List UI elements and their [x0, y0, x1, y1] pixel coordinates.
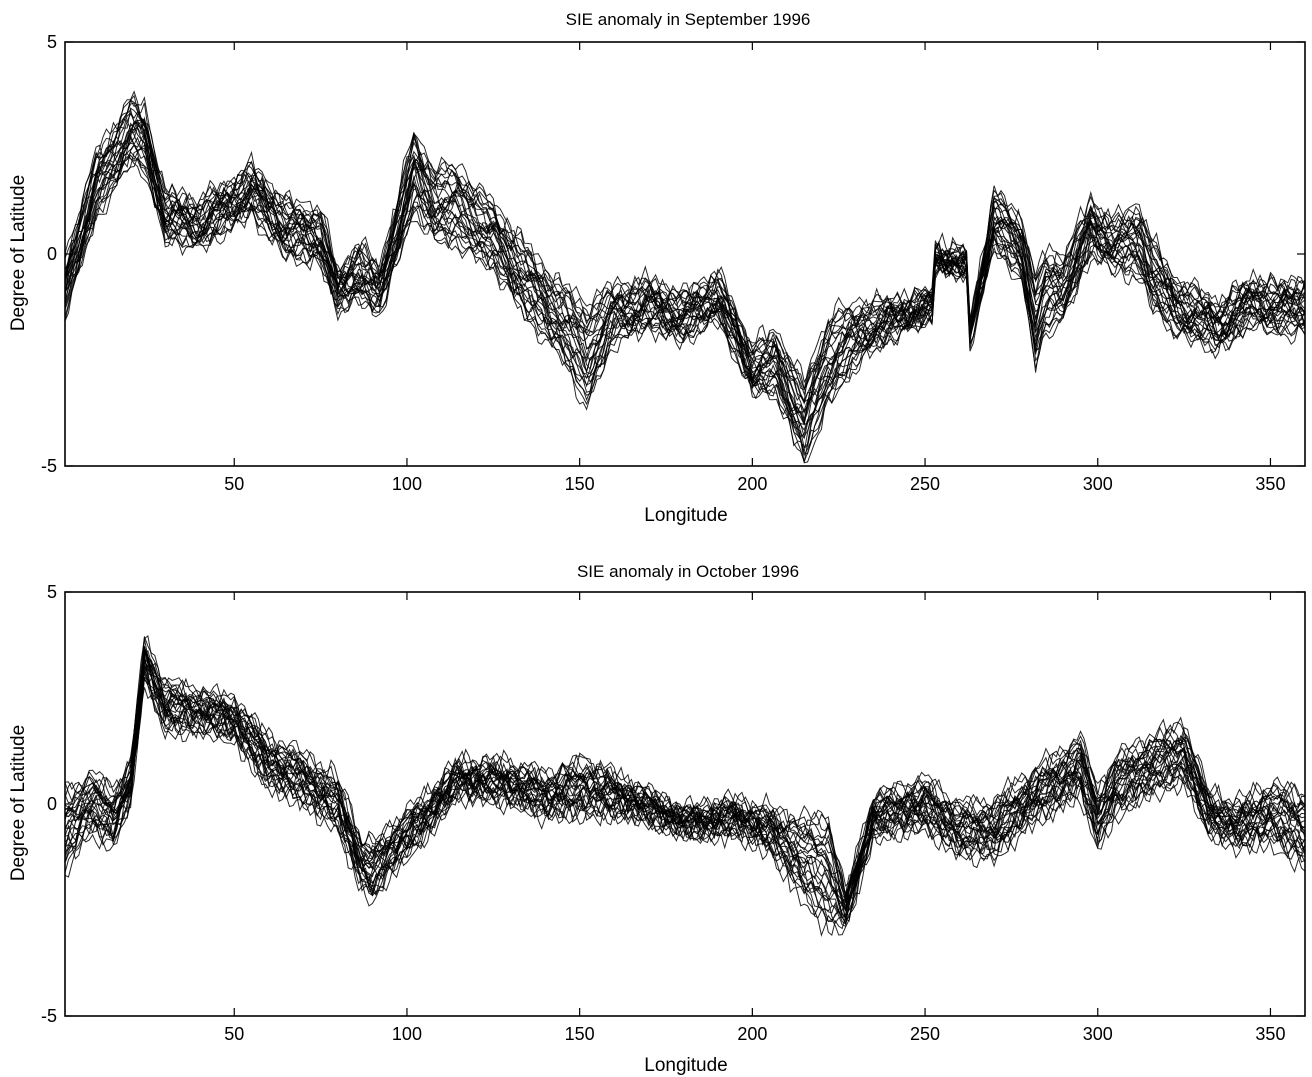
x-tick-label: 300 [1083, 474, 1113, 494]
series-line [64, 112, 1306, 403]
series-line [64, 649, 1306, 913]
x-tick-label: 200 [737, 1024, 767, 1044]
series-line [64, 125, 1306, 426]
series-line [64, 143, 1306, 449]
plot-frame [64, 591, 1306, 1017]
x-tick-label: 350 [1255, 1024, 1285, 1044]
series-line [64, 655, 1306, 904]
y-tick-label: 5 [47, 582, 57, 602]
series-line [64, 122, 1306, 425]
y-tick-label: 0 [47, 794, 57, 814]
x-axis-label: Longitude [644, 1055, 727, 1076]
y-axis-label: Degree of Latitude [8, 175, 29, 331]
x-axis-label: Longitude [644, 505, 727, 526]
x-tick-label: 50 [224, 1024, 244, 1044]
series-group [64, 634, 1306, 937]
series-line [64, 102, 1306, 404]
x-tick-label: 250 [910, 1024, 940, 1044]
x-tick-label: 350 [1255, 474, 1285, 494]
x-tick-label: 250 [910, 474, 940, 494]
series-line [64, 665, 1306, 902]
series-line [64, 110, 1306, 405]
series-line [64, 649, 1306, 920]
y-tick-label: 0 [47, 244, 57, 264]
series-line [64, 99, 1306, 391]
series-line [64, 634, 1306, 910]
x-tick-label: 200 [737, 474, 767, 494]
y-tick-label: -5 [41, 456, 57, 476]
x-tick-label: 300 [1083, 1024, 1113, 1044]
series-line [64, 658, 1306, 909]
x-tick-label: 150 [565, 474, 595, 494]
series-line [64, 636, 1306, 903]
chart-september: SIE anomaly in September 1996 Degree of … [8, 10, 1306, 526]
series-line [64, 649, 1306, 911]
series-line [64, 659, 1306, 916]
series-line [64, 120, 1306, 420]
chart-title: SIE anomaly in September 1996 [566, 10, 811, 29]
y-axis-label: Degree of Latitude [8, 725, 29, 881]
series-line [64, 96, 1306, 391]
y-tick-label: 5 [47, 32, 57, 52]
plot-frame [64, 41, 1306, 467]
series-line [64, 126, 1306, 426]
series-line [64, 120, 1306, 414]
chart-title: SIE anomaly in October 1996 [577, 562, 799, 581]
chart-october: SIE anomaly in October 1996 Degree of La… [8, 562, 1306, 1076]
series-line [64, 102, 1306, 396]
series-line [64, 649, 1306, 897]
x-tick-label: 100 [392, 1024, 422, 1044]
x-tick-label: 100 [392, 474, 422, 494]
x-tick-label: 150 [565, 1024, 595, 1044]
series-line [64, 652, 1306, 912]
series-line [64, 646, 1306, 901]
series-line [64, 638, 1306, 887]
x-tick-label: 50 [224, 474, 244, 494]
series-line [64, 94, 1306, 391]
series-line [64, 150, 1306, 457]
series-line [64, 128, 1306, 431]
y-tick-label: -5 [41, 1006, 57, 1026]
series-line [64, 90, 1306, 384]
series-line [65, 114, 1306, 414]
series-group [64, 90, 1306, 464]
axis-ticks: 50 100 150 200 250 300 350 -5 0 5 [41, 32, 1305, 494]
